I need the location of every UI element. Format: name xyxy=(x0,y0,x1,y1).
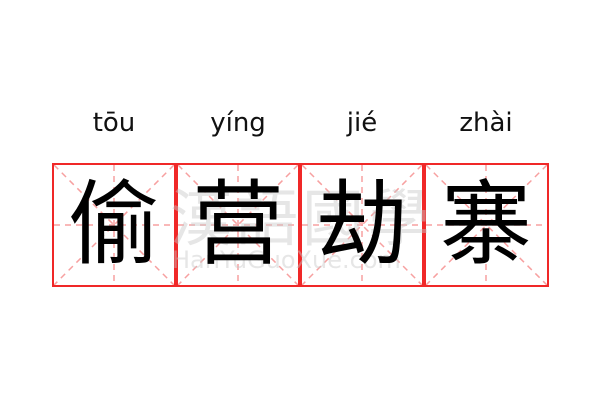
grid-guides xyxy=(178,165,298,285)
character: 营 xyxy=(191,171,284,278)
pinyin-2: yíng xyxy=(210,108,266,138)
grid-guides xyxy=(426,165,547,285)
pinyin-4: zhài xyxy=(459,108,513,138)
char-box-2: 营 xyxy=(176,163,300,287)
char-box-1: 偷 xyxy=(52,163,176,287)
character: 劫 xyxy=(315,171,408,278)
grid-guides xyxy=(54,165,174,285)
character: 寨 xyxy=(439,171,532,278)
pinyin-3: jié xyxy=(346,108,378,138)
grid-guides xyxy=(302,165,422,285)
char-box-4: 寨 xyxy=(424,163,549,287)
char-box-3: 劫 xyxy=(300,163,424,287)
pinyin-1: tōu xyxy=(92,108,136,138)
character: 偷 xyxy=(67,171,160,278)
